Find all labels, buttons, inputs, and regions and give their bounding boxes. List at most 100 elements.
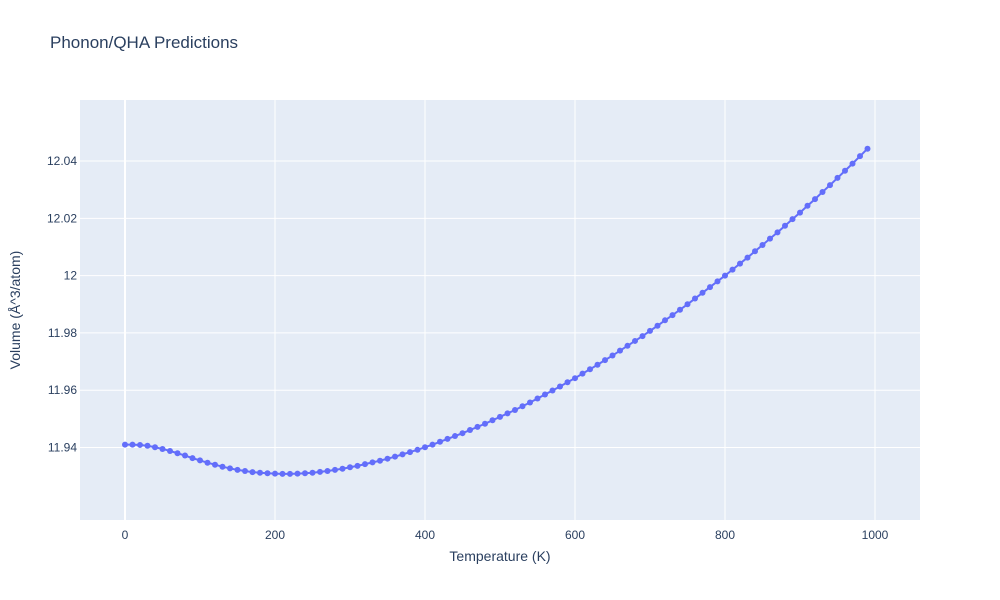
data-point[interactable] <box>804 202 811 209</box>
data-point[interactable] <box>774 229 781 236</box>
data-point[interactable] <box>654 322 661 329</box>
data-point[interactable] <box>324 468 331 475</box>
data-point[interactable] <box>527 399 533 406</box>
data-point[interactable] <box>347 464 353 471</box>
data-point[interactable] <box>572 375 578 382</box>
data-point[interactable] <box>789 216 796 223</box>
data-point[interactable] <box>369 459 376 466</box>
data-point[interactable] <box>639 333 646 340</box>
data-point[interactable] <box>339 465 346 472</box>
data-point[interactable] <box>422 444 428 451</box>
data-point[interactable] <box>399 451 406 458</box>
data-point[interactable] <box>684 301 691 308</box>
data-point[interactable] <box>444 435 451 442</box>
data-point[interactable] <box>849 160 856 167</box>
data-point[interactable] <box>519 403 526 410</box>
data-point[interactable] <box>437 438 443 445</box>
data-point[interactable] <box>174 450 181 457</box>
data-point[interactable] <box>482 420 488 427</box>
data-point[interactable] <box>279 470 286 477</box>
data-point[interactable] <box>692 295 698 302</box>
data-point[interactable] <box>737 260 743 267</box>
data-point[interactable] <box>392 453 398 460</box>
data-point[interactable] <box>167 447 173 454</box>
data-point[interactable] <box>317 468 323 475</box>
data-point[interactable] <box>212 461 218 468</box>
data-point[interactable] <box>272 470 278 477</box>
data-point[interactable] <box>722 272 728 279</box>
data-point[interactable] <box>857 153 863 160</box>
data-point[interactable] <box>542 391 548 398</box>
data-point[interactable] <box>812 196 818 203</box>
data-point[interactable] <box>677 306 683 313</box>
data-point[interactable] <box>617 347 623 354</box>
data-point[interactable] <box>264 470 271 477</box>
data-point[interactable] <box>459 430 466 437</box>
data-point[interactable] <box>429 441 436 448</box>
data-point[interactable] <box>129 441 136 448</box>
data-point[interactable] <box>189 455 196 462</box>
data-point[interactable] <box>729 266 736 273</box>
data-point[interactable] <box>414 446 421 453</box>
data-point[interactable] <box>242 468 248 475</box>
data-point[interactable] <box>227 465 233 472</box>
data-point[interactable] <box>159 445 166 452</box>
data-point[interactable] <box>819 188 826 195</box>
data-point[interactable] <box>557 383 563 390</box>
data-point[interactable] <box>624 342 631 349</box>
data-point[interactable] <box>332 466 338 473</box>
data-point[interactable] <box>182 452 188 459</box>
data-point[interactable] <box>257 469 263 476</box>
data-point[interactable] <box>362 461 368 468</box>
data-point[interactable] <box>632 337 638 344</box>
data-point[interactable] <box>497 413 503 420</box>
data-point[interactable] <box>714 278 721 285</box>
data-point[interactable] <box>354 462 361 469</box>
data-point[interactable] <box>647 327 653 334</box>
data-point[interactable] <box>759 241 766 248</box>
data-point[interactable] <box>699 289 706 296</box>
data-point[interactable] <box>707 284 713 291</box>
data-point[interactable] <box>137 441 143 448</box>
data-point[interactable] <box>489 417 496 424</box>
data-point[interactable] <box>197 457 203 464</box>
data-point[interactable] <box>834 174 841 181</box>
data-point[interactable] <box>594 361 601 368</box>
data-point[interactable] <box>384 455 391 462</box>
data-point[interactable] <box>309 469 316 476</box>
data-point[interactable] <box>767 235 773 242</box>
data-point[interactable] <box>587 366 593 373</box>
data-point[interactable] <box>219 463 226 470</box>
data-point[interactable] <box>504 410 511 417</box>
data-point[interactable] <box>234 466 241 473</box>
data-point[interactable] <box>752 248 758 255</box>
data-point[interactable] <box>669 312 676 319</box>
data-point[interactable] <box>512 406 518 413</box>
data-point[interactable] <box>377 457 383 464</box>
data-point[interactable] <box>797 209 803 216</box>
data-point[interactable] <box>294 470 301 477</box>
data-point[interactable] <box>827 182 833 189</box>
data-point[interactable] <box>564 379 571 386</box>
data-point[interactable] <box>122 441 128 448</box>
data-point[interactable] <box>152 444 158 451</box>
data-point[interactable] <box>864 145 871 152</box>
data-point[interactable] <box>782 222 788 229</box>
data-point[interactable] <box>204 459 211 466</box>
data-point[interactable] <box>549 387 556 394</box>
data-point[interactable] <box>407 449 413 456</box>
data-point[interactable] <box>302 470 308 477</box>
data-point[interactable] <box>474 423 481 430</box>
data-point[interactable] <box>602 357 608 364</box>
data-point[interactable] <box>287 470 293 477</box>
data-point[interactable] <box>144 442 151 449</box>
data-point[interactable] <box>467 427 473 434</box>
data-point[interactable] <box>842 167 848 174</box>
data-point[interactable] <box>579 370 586 377</box>
data-point[interactable] <box>249 469 256 476</box>
data-point[interactable] <box>609 352 616 359</box>
data-point[interactable] <box>534 395 541 402</box>
data-point[interactable] <box>744 254 751 261</box>
data-point[interactable] <box>662 317 668 324</box>
